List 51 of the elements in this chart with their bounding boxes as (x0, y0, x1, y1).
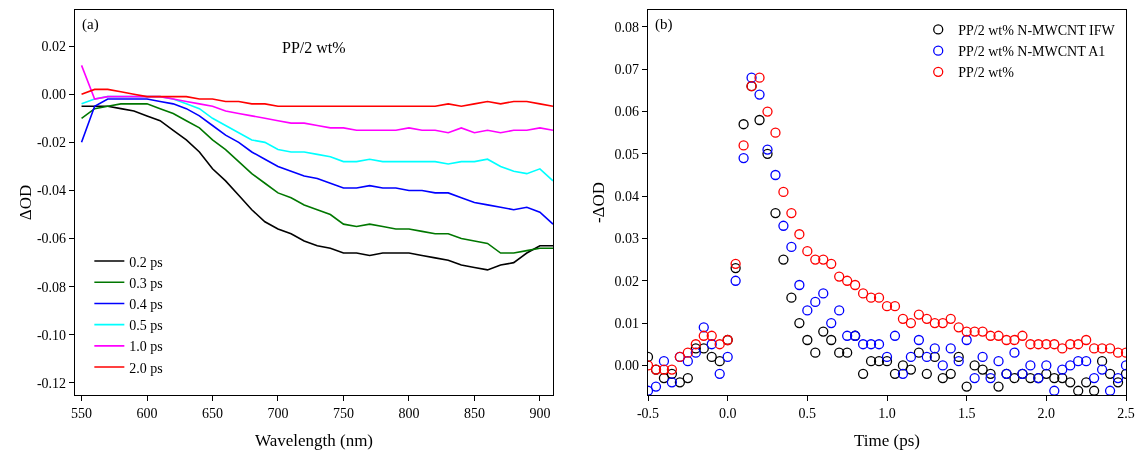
x-tick-label: -0.5 (636, 405, 660, 421)
legend-label: 1.0 ps (129, 339, 163, 355)
legend-label: 0.5 ps (129, 318, 163, 334)
annotation: (a) (82, 16, 99, 33)
legend-label: PP/2 wt% (958, 65, 1015, 81)
text: PP/2 wt% (282, 39, 346, 56)
x-tick-label: 2.0 (1037, 405, 1056, 421)
y-tick-label: 0.02 (614, 273, 640, 289)
legend-label: 2.0 ps (129, 360, 163, 376)
x-tick-label: 800 (398, 405, 420, 421)
x-tick-label: 0.5 (798, 405, 817, 421)
x-tick-label: 600 (136, 405, 158, 421)
y-tick-label: -0.06 (36, 231, 67, 247)
x-tick-label: 0.0 (718, 405, 737, 421)
y-tick-label: 0.03 (614, 231, 640, 247)
legend-label: 0.3 ps (129, 275, 163, 291)
x-tick-label: 700 (267, 405, 289, 421)
line-series (80, 88, 553, 108)
y-tick-label: 0.05 (614, 146, 640, 162)
y-tick-label: 0.06 (614, 104, 640, 120)
x-tick-label: 650 (202, 405, 224, 421)
y-tick-label: -0.10 (36, 327, 67, 343)
line-series (80, 64, 553, 134)
y-axis-title: -ΔOD (588, 181, 608, 224)
y-tick-label: 0.07 (614, 62, 640, 78)
y-tick-label: 0.01 (614, 315, 640, 331)
x-tick-label: 2.5 (1117, 405, 1135, 421)
x-axis-title: Wavelength (nm) (254, 431, 374, 450)
x-tick-label: 1.5 (957, 405, 976, 421)
y-tick-label: -0.02 (36, 135, 67, 151)
y-tick-label: -0.04 (36, 183, 67, 199)
y-tick-label: 0.00 (41, 87, 67, 103)
x-tick-label: 900 (529, 405, 551, 421)
annotation: (b) (655, 16, 673, 33)
legend-label: PP/2 wt% N-MWCNT IFW (958, 22, 1116, 38)
line-series (80, 98, 553, 225)
y-tick-label: 0.02 (41, 38, 67, 54)
x-tick-label: 550 (71, 405, 93, 421)
legend-label: PP/2 wt% N-MWCNT A1 (958, 44, 1106, 60)
y-axis-title: ΔOD (15, 184, 35, 221)
legend-label: 0.4 ps (129, 296, 163, 312)
y-tick-label: -0.12 (36, 375, 67, 391)
x-axis-title: Time (ps) (854, 431, 920, 450)
y-tick-label: 0.08 (614, 19, 640, 35)
y-tick-label: 0.00 (614, 358, 640, 374)
y-tick-label: 0.04 (614, 189, 640, 205)
legend-label: 0.2 ps (129, 254, 163, 270)
x-tick-label: 750 (332, 405, 354, 421)
x-tick-label: 1.0 (878, 405, 896, 421)
y-tick-label: -0.08 (36, 279, 67, 295)
x-tick-label: 850 (463, 405, 485, 421)
